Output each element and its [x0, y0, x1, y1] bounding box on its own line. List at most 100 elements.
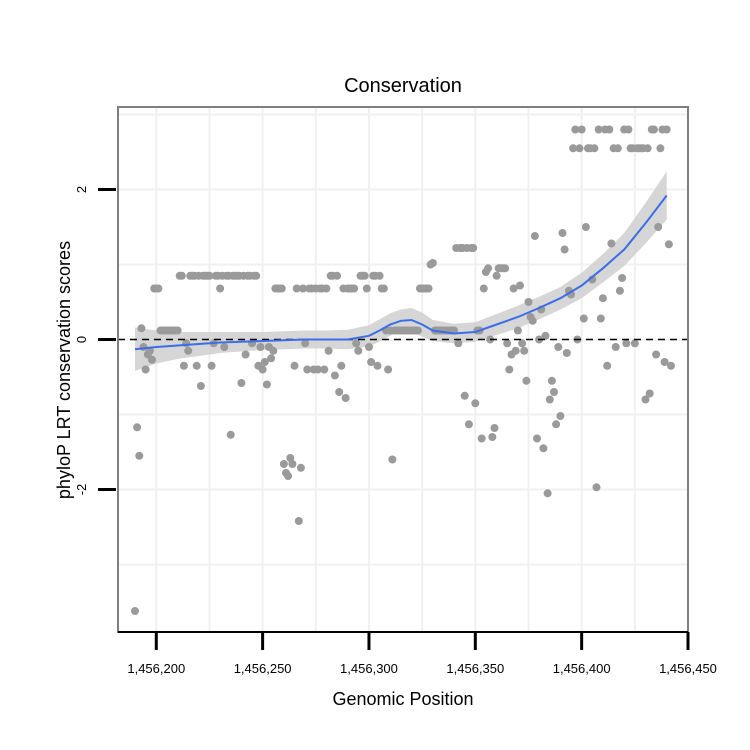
data-point: [577, 125, 586, 134]
data-point: [177, 271, 186, 280]
data-point: [554, 343, 563, 351]
data-point: [652, 350, 661, 359]
data-point: [226, 430, 235, 439]
data-point: [562, 349, 571, 357]
data-point: [522, 376, 531, 385]
data-point: [262, 380, 271, 389]
data-point: [624, 125, 633, 134]
data-point: [654, 223, 663, 231]
data-point: [547, 376, 556, 385]
data-point: [662, 125, 671, 134]
data-point: [337, 361, 346, 370]
data-point: [388, 455, 397, 464]
data-point: [643, 144, 652, 153]
data-point: [290, 361, 299, 370]
data-point: [488, 433, 497, 441]
data-point: [350, 284, 359, 293]
data-point: [579, 314, 588, 323]
data-point: [292, 284, 301, 293]
data-point: [503, 339, 512, 348]
data-point: [479, 284, 488, 293]
data-point: [560, 245, 569, 254]
chart-title: Conservation: [344, 75, 462, 97]
data-point: [320, 365, 329, 374]
data-point: [135, 451, 144, 460]
data-point: [492, 271, 501, 280]
data-point: [605, 125, 614, 134]
x-tick-label: 1,456,300: [340, 661, 398, 676]
data-point: [460, 391, 469, 400]
data-point: [205, 271, 214, 280]
data-point: [182, 339, 191, 348]
data-point: [256, 343, 265, 351]
data-point: [379, 284, 388, 293]
x-tick-label: 1,456,350: [446, 661, 504, 676]
x-tick-label: 1,456,200: [127, 661, 185, 676]
data-point: [373, 361, 382, 370]
data-point: [630, 339, 639, 348]
data-point: [484, 264, 493, 273]
data-points: [131, 125, 675, 615]
data-point: [299, 284, 307, 293]
data-point: [352, 339, 361, 348]
data-point: [179, 361, 188, 370]
plot-background: [118, 107, 688, 632]
data-point: [354, 346, 363, 355]
data-point: [598, 294, 607, 303]
x-axis-label: Genomic Position: [332, 689, 473, 709]
data-point: [667, 361, 675, 370]
data-point: [154, 284, 163, 293]
data-point: [196, 382, 205, 390]
data-point: [645, 389, 654, 398]
y-axis-label: phyloP LRT conservation scores: [54, 241, 74, 499]
data-point: [509, 284, 518, 293]
data-point: [613, 144, 622, 153]
data-point: [607, 239, 616, 248]
data-point: [384, 365, 393, 374]
data-point: [294, 517, 303, 525]
data-point: [428, 259, 437, 267]
data-point: [464, 420, 473, 429]
data-point: [622, 339, 631, 348]
data-point: [207, 361, 216, 370]
data-point: [148, 355, 156, 364]
data-point: [192, 361, 201, 370]
data-point: [216, 284, 225, 293]
data-point: [424, 284, 433, 293]
data-point: [516, 281, 524, 290]
data-point: [303, 365, 312, 374]
data-point: [552, 420, 561, 429]
data-point: [137, 324, 146, 333]
data-point: [518, 339, 527, 348]
data-point: [660, 358, 669, 366]
data-point: [524, 298, 533, 306]
data-point: [322, 284, 331, 293]
data-point: [571, 125, 580, 134]
data-point: [324, 346, 333, 355]
x-tick-label: 1,456,400: [553, 661, 611, 676]
data-point: [184, 346, 193, 355]
data-point: [330, 371, 339, 380]
data-point: [539, 444, 548, 453]
data-point: [556, 412, 565, 420]
data-point: [575, 144, 584, 153]
data-point: [511, 346, 520, 355]
data-point: [543, 489, 552, 498]
data-point: [513, 326, 522, 335]
data-point: [341, 394, 350, 402]
y-tick-label: 0: [74, 336, 89, 343]
data-point: [469, 244, 478, 252]
data-point: [286, 454, 295, 462]
data-point: [365, 343, 373, 351]
data-point: [269, 346, 278, 355]
data-point: [558, 229, 567, 237]
data-point: [581, 223, 590, 231]
data-point: [533, 434, 541, 443]
data-point: [241, 350, 250, 359]
data-point: [530, 232, 539, 240]
data-point: [360, 271, 369, 280]
data-point: [133, 423, 142, 432]
data-point: [267, 354, 276, 363]
data-point: [528, 316, 537, 325]
data-point: [594, 125, 603, 134]
